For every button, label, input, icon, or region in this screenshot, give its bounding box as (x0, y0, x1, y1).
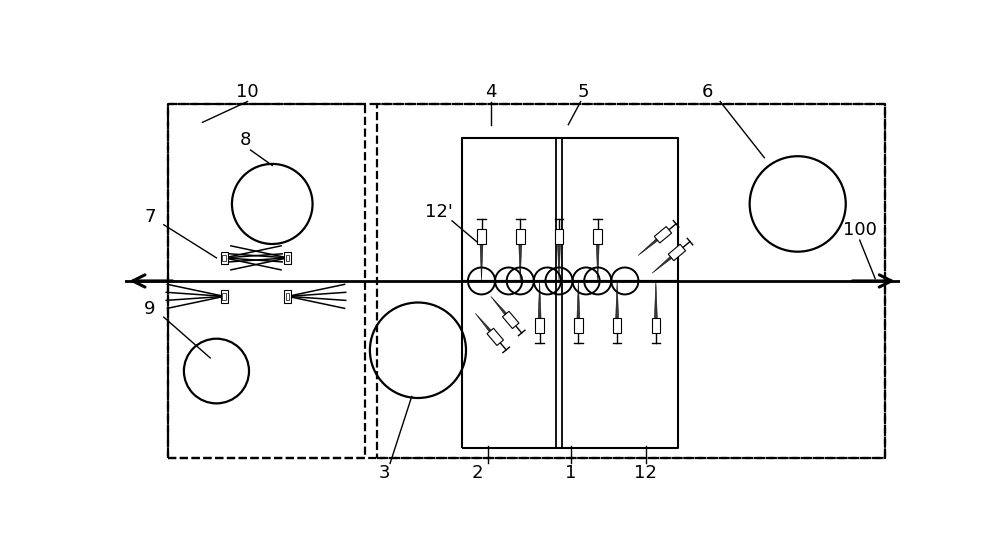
Polygon shape (668, 244, 686, 261)
Polygon shape (538, 281, 541, 320)
Polygon shape (502, 311, 519, 328)
Text: 3: 3 (379, 464, 390, 483)
Polygon shape (555, 229, 563, 244)
Text: 6: 6 (702, 83, 713, 100)
Polygon shape (516, 229, 525, 244)
Polygon shape (613, 318, 621, 333)
Polygon shape (638, 237, 659, 256)
Text: 12': 12' (425, 203, 453, 220)
Text: 12: 12 (634, 464, 657, 483)
Polygon shape (535, 318, 544, 333)
Text: 8: 8 (239, 131, 251, 149)
Polygon shape (652, 318, 660, 333)
Polygon shape (558, 242, 560, 281)
Polygon shape (284, 290, 291, 302)
Text: 4: 4 (485, 83, 497, 100)
Polygon shape (286, 255, 289, 261)
Polygon shape (286, 293, 289, 300)
Polygon shape (616, 281, 619, 320)
Polygon shape (222, 255, 226, 261)
Text: 5: 5 (578, 83, 590, 100)
Polygon shape (284, 252, 291, 264)
Text: 10: 10 (236, 83, 259, 100)
Polygon shape (480, 242, 483, 281)
Polygon shape (596, 242, 599, 281)
Polygon shape (654, 226, 672, 243)
Polygon shape (475, 314, 492, 333)
Text: 9: 9 (144, 300, 156, 318)
Text: 1: 1 (565, 464, 576, 483)
Polygon shape (519, 242, 522, 281)
Polygon shape (222, 293, 226, 300)
Polygon shape (221, 252, 228, 264)
Polygon shape (574, 318, 583, 333)
Polygon shape (491, 296, 508, 316)
Polygon shape (593, 229, 602, 244)
Polygon shape (577, 281, 580, 320)
Polygon shape (652, 255, 673, 273)
Text: 100: 100 (843, 221, 877, 239)
Text: 2: 2 (472, 464, 483, 483)
Polygon shape (477, 229, 486, 244)
Polygon shape (221, 290, 228, 302)
Text: 7: 7 (144, 208, 156, 226)
Polygon shape (487, 328, 503, 345)
Polygon shape (654, 281, 657, 320)
